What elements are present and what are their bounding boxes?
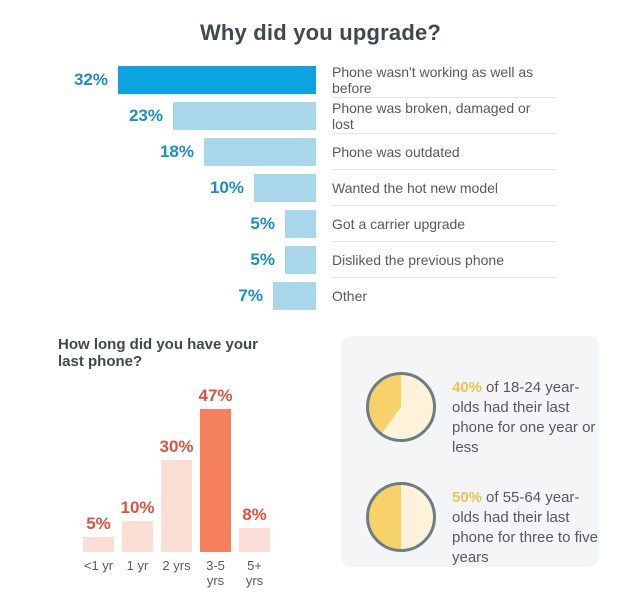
duration-axis-tick-labels: <1 yr 1 yr 2 yrs 3-5 yrs 5+ yrs — [83, 558, 283, 588]
bar-category-label: Disliked the previous phone — [332, 242, 556, 278]
bar-category-label: Phone wasn't working as well as before — [332, 62, 556, 98]
axis-tick-line: 3-5 — [206, 558, 225, 573]
stat-description: of 55-64 year-olds had their last phone … — [452, 489, 598, 566]
axis-tick-line: yrs — [206, 573, 225, 588]
bar-value-label: 5% — [86, 514, 111, 533]
bar-row: 10% Wanted the hot new model — [0, 170, 641, 206]
stat-percent-label: 50% — [452, 489, 483, 506]
stat-row: 40% of 18-24 year-olds had their last pho… — [366, 372, 599, 458]
stat-row: 50% of 55-64 year-olds had their last pho… — [366, 482, 599, 568]
bar — [83, 537, 114, 552]
bar-category-label: Wanted the hot new model — [332, 170, 556, 206]
bar-value-label: 10% — [120, 498, 155, 517]
axis-tick-label: 1 yr — [122, 558, 153, 588]
bar — [204, 138, 316, 166]
phone-duration-chart-section: How long did you have your last phone? 5… — [58, 336, 283, 588]
bar-row: 23% Phone was broken, damaged or lost — [0, 98, 641, 134]
bar-column: 8% — [239, 505, 270, 552]
bar-cell: 5% — [0, 242, 316, 278]
bar-column: 10% — [120, 498, 155, 552]
bar-value-label: 23% — [128, 106, 163, 125]
bar-value-label: 30% — [159, 437, 194, 456]
duration-bars: 5% 10% 30% 47% 8% — [83, 370, 283, 552]
age-group-stats-panel: 40% of 18-24 year-olds had their last pho… — [341, 336, 599, 567]
stat-text: 50% of 55-64 year-olds had their last pho… — [452, 488, 599, 568]
bar-column: 5% — [83, 514, 114, 552]
bar-cell: 7% — [0, 278, 316, 314]
bar-value-label: 7% — [238, 286, 263, 305]
bar-value-label: 10% — [209, 178, 244, 197]
bar-category-label: Phone was broken, damaged or lost — [332, 98, 556, 134]
bar-category-label: Got a carrier upgrade — [332, 206, 556, 242]
axis-tick-label: <1 yr — [83, 558, 114, 588]
bar — [285, 246, 316, 274]
axis-tick-line: <1 yr — [83, 558, 114, 573]
bar-cell: 32% — [0, 62, 316, 98]
bar-category-label: Phone was outdated — [332, 134, 556, 170]
bar — [122, 521, 153, 552]
bar-row: 18% Phone was outdated — [0, 134, 641, 170]
stat-percent-label: 40% — [452, 379, 483, 396]
axis-tick-label: 2 yrs — [161, 558, 192, 588]
bar-cell: 5% — [0, 206, 316, 242]
bar-value-label: 18% — [159, 142, 194, 161]
upgrade-reasons-bar-chart: 32% Phone wasn't working as well as befor… — [0, 62, 641, 314]
bar — [239, 528, 270, 552]
bar — [200, 409, 231, 552]
axis-tick-line: 2 yrs — [162, 558, 191, 573]
bar-cell: 18% — [0, 134, 316, 170]
bar-value-label: 32% — [73, 70, 108, 89]
bar-row: 7% Other — [0, 278, 641, 314]
bottom-section: How long did you have your last phone? 5… — [0, 336, 641, 588]
axis-tick-line: 1 yr — [126, 558, 149, 573]
bar — [161, 460, 192, 552]
bar — [118, 66, 316, 94]
bar-cell: 10% — [0, 170, 316, 206]
pie-chart-icon — [366, 482, 436, 552]
bar — [254, 174, 316, 202]
bar — [173, 102, 316, 130]
bar-category-label: Other — [332, 288, 368, 304]
bar-cell: 23% — [0, 98, 316, 134]
main-chart-title: Why did you upgrade? — [199, 20, 442, 45]
axis-tick-line: 5+ — [247, 558, 262, 573]
stat-description: of 18-24 year-olds had their last phone … — [452, 379, 596, 456]
bar — [285, 210, 316, 238]
axis-tick-label: 3-5 yrs — [200, 558, 231, 588]
axis-tick-label: 5+ yrs — [239, 558, 270, 588]
axis-tick-line: yrs — [245, 573, 264, 588]
pie-chart-icon — [366, 372, 436, 442]
bar-value-label: 5% — [250, 214, 275, 233]
bar-row: 32% Phone wasn't working as well as befor… — [0, 62, 641, 98]
bar-row: 5% Disliked the previous phone — [0, 242, 641, 278]
bar-column: 30% — [159, 437, 194, 552]
bar-row: 5% Got a carrier upgrade — [0, 206, 641, 242]
stat-text: 40% of 18-24 year-olds had their last pho… — [452, 378, 599, 458]
bar — [273, 282, 316, 310]
duration-chart-title: How long did you have your last phone? — [58, 336, 259, 370]
bar-column: 47% — [198, 386, 233, 552]
bar-value-label: 5% — [250, 250, 275, 269]
bar-value-label: 8% — [242, 505, 267, 524]
bar-value-label: 47% — [198, 386, 233, 405]
